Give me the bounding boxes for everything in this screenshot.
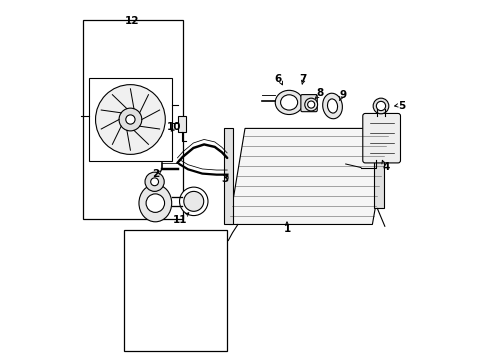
- Circle shape: [146, 194, 165, 212]
- Circle shape: [151, 178, 159, 186]
- Circle shape: [119, 108, 142, 131]
- Ellipse shape: [139, 184, 172, 222]
- Circle shape: [308, 101, 315, 108]
- Text: 2: 2: [152, 169, 159, 179]
- Text: 12: 12: [124, 15, 139, 26]
- Circle shape: [305, 98, 318, 111]
- Circle shape: [96, 85, 165, 154]
- Ellipse shape: [281, 95, 297, 110]
- Text: 8: 8: [317, 88, 324, 98]
- Bar: [124, 230, 227, 351]
- Text: 6: 6: [274, 73, 281, 84]
- FancyBboxPatch shape: [363, 113, 400, 163]
- Text: 1: 1: [283, 224, 291, 234]
- Bar: [83, 20, 183, 219]
- Text: 9: 9: [339, 90, 346, 100]
- Circle shape: [179, 187, 208, 216]
- Text: 10: 10: [167, 122, 181, 132]
- Bar: [224, 129, 233, 225]
- Ellipse shape: [327, 99, 338, 113]
- Circle shape: [145, 172, 164, 192]
- Text: 3: 3: [222, 174, 229, 184]
- Text: 5: 5: [399, 101, 406, 111]
- Circle shape: [373, 98, 389, 114]
- Ellipse shape: [275, 90, 303, 114]
- Circle shape: [184, 192, 204, 211]
- Bar: [374, 129, 385, 208]
- FancyBboxPatch shape: [301, 95, 317, 112]
- Circle shape: [376, 102, 386, 111]
- Bar: [89, 78, 172, 161]
- Text: 7: 7: [299, 73, 306, 84]
- Text: 4: 4: [383, 162, 390, 172]
- Polygon shape: [229, 129, 389, 225]
- Ellipse shape: [323, 93, 343, 119]
- Text: 11: 11: [173, 215, 188, 225]
- Bar: [178, 116, 186, 132]
- Circle shape: [126, 115, 135, 124]
